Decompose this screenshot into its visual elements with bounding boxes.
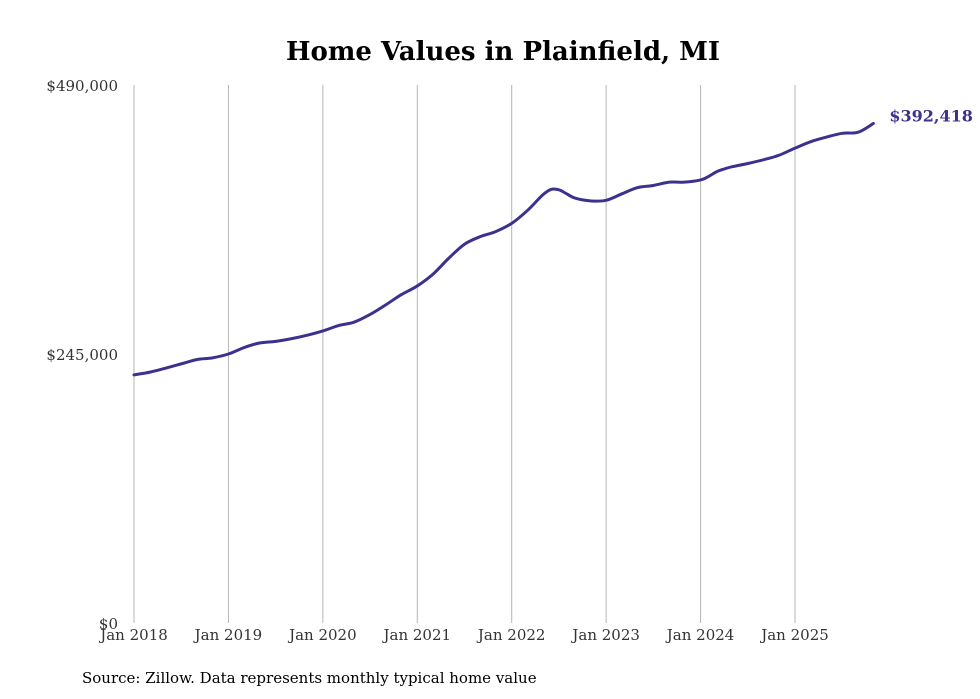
- source-note: Source: Zillow. Data represents monthly …: [82, 669, 537, 687]
- chart-title: Home Values in Plainfield, MI: [286, 37, 720, 67]
- y-tick-label: $490,000: [46, 77, 118, 95]
- y-tick-label: $245,000: [46, 346, 118, 364]
- x-tick-label: Jan 2021: [382, 626, 452, 644]
- x-tick-label: Jan 2024: [665, 626, 735, 644]
- series-layer: $392,418: [132, 106, 973, 377]
- x-tick-label: Jan 2023: [570, 626, 640, 644]
- x-tick-label: Jan 2022: [476, 626, 546, 644]
- x-tick-label: Jan 2020: [287, 626, 357, 644]
- series-line: [132, 121, 875, 377]
- y-tick-label: $0: [99, 615, 118, 633]
- x-tick-label: Jan 2025: [759, 626, 829, 644]
- x-axis-ticks: Jan 2018 Jan 2019 Jan 2020 Jan 2021 Jan 2022…: [98, 626, 829, 644]
- x-tick-label: Jan 2018: [98, 626, 168, 644]
- x-gridlines: [133, 85, 796, 623]
- x-tick-label: Jan 2019: [193, 626, 263, 644]
- y-axis-ticks: $0 $245,000 $490,000: [46, 77, 118, 633]
- series-end-value-label: $392,418: [889, 106, 973, 125]
